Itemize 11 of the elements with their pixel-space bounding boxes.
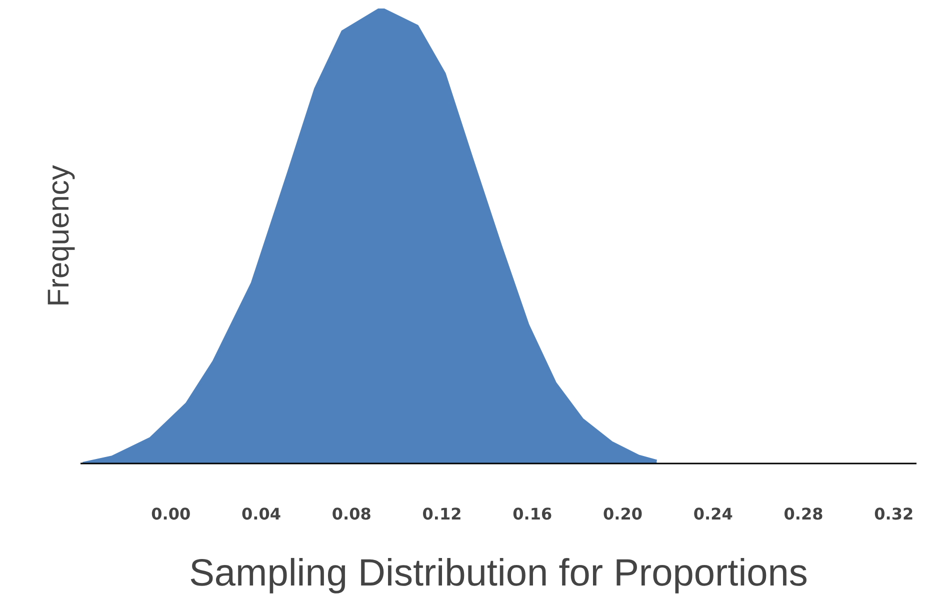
x-tick-label: 0.16: [512, 504, 552, 524]
x-tick-label: 0.12: [422, 504, 462, 524]
x-tick-label: 0.20: [603, 504, 643, 524]
x-tick-label: 0.28: [784, 504, 824, 524]
x-tick-label: 0.32: [874, 504, 914, 524]
x-tick-label: 0.04: [242, 504, 282, 524]
x-tick-label: 0.24: [693, 504, 733, 524]
x-tick-label: 0.08: [332, 504, 372, 524]
x-tick-label: 0.00: [151, 504, 191, 524]
x-axis-title: Sampling Distribution for Proportions: [189, 552, 808, 594]
y-axis-title: Frequency: [42, 165, 76, 307]
